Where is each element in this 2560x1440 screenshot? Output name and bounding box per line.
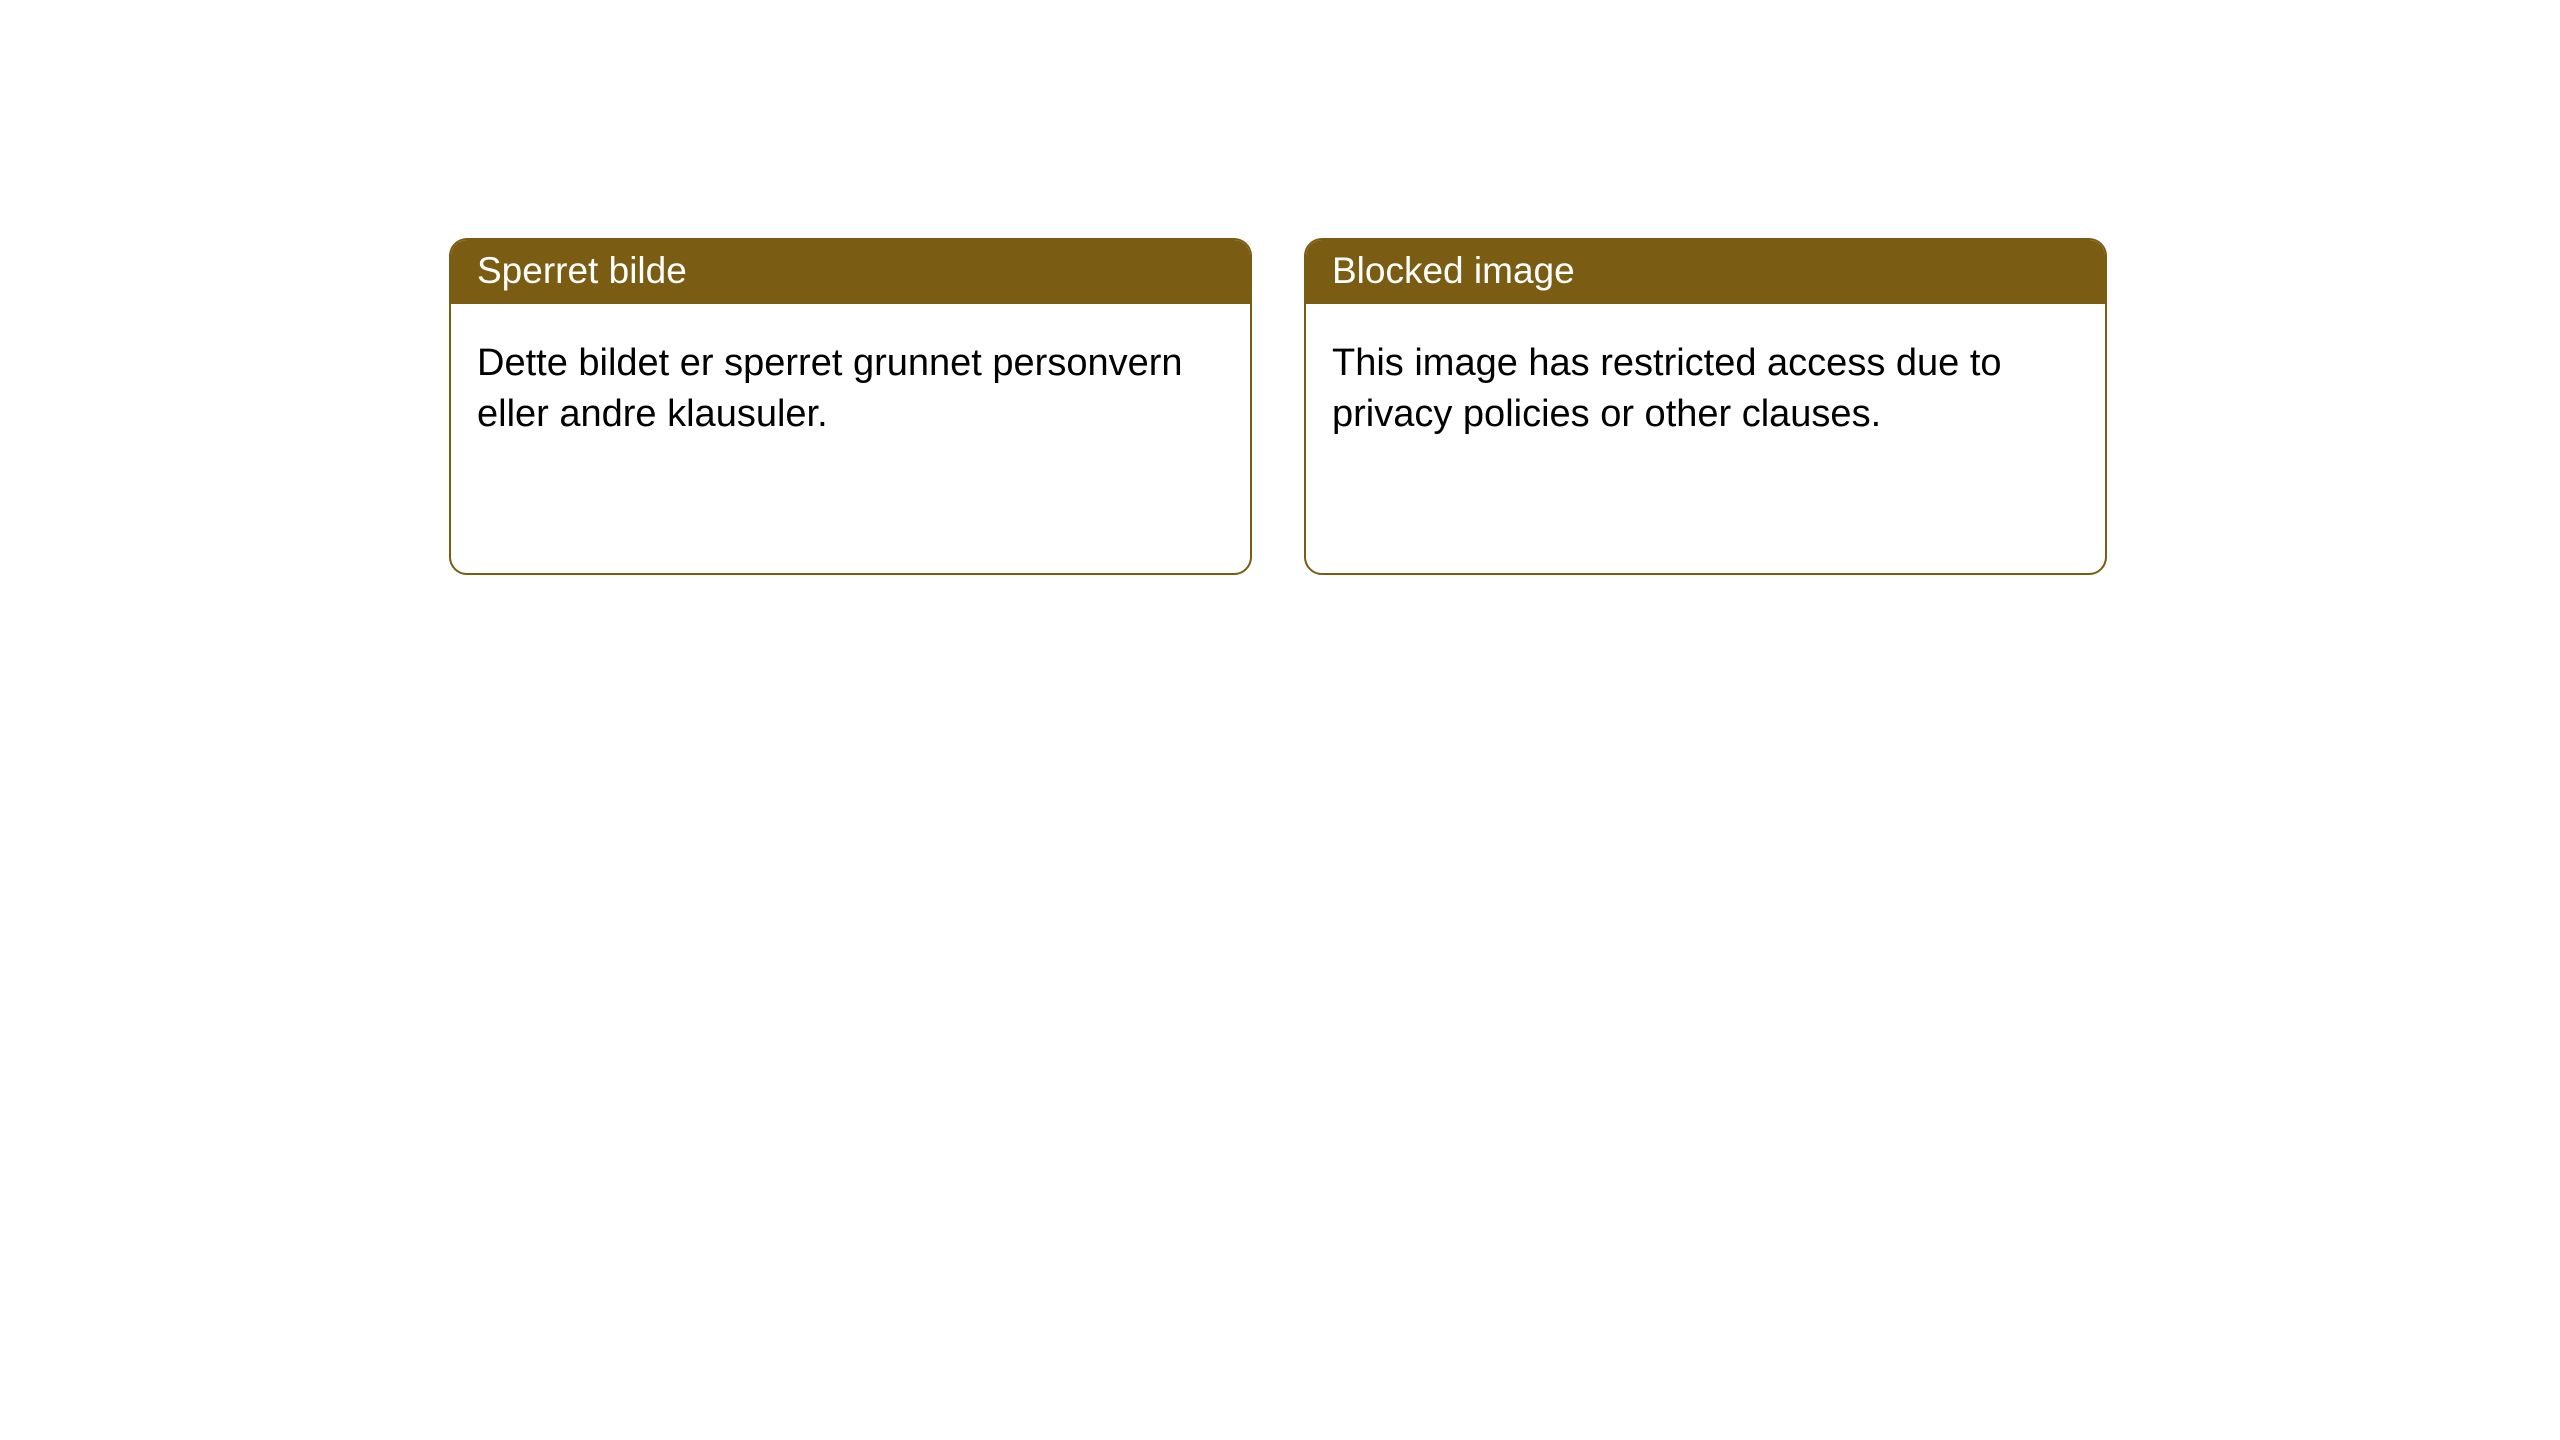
card-title-en: Blocked image bbox=[1306, 240, 2105, 304]
blocked-image-card-en: Blocked image This image has restricted … bbox=[1304, 238, 2107, 575]
card-body-no: Dette bildet er sperret grunnet personve… bbox=[451, 304, 1250, 467]
notice-cards-container: Sperret bilde Dette bildet er sperret gr… bbox=[0, 0, 2560, 575]
card-title-no: Sperret bilde bbox=[451, 240, 1250, 304]
card-body-en: This image has restricted access due to … bbox=[1306, 304, 2105, 467]
blocked-image-card-no: Sperret bilde Dette bildet er sperret gr… bbox=[449, 238, 1252, 575]
